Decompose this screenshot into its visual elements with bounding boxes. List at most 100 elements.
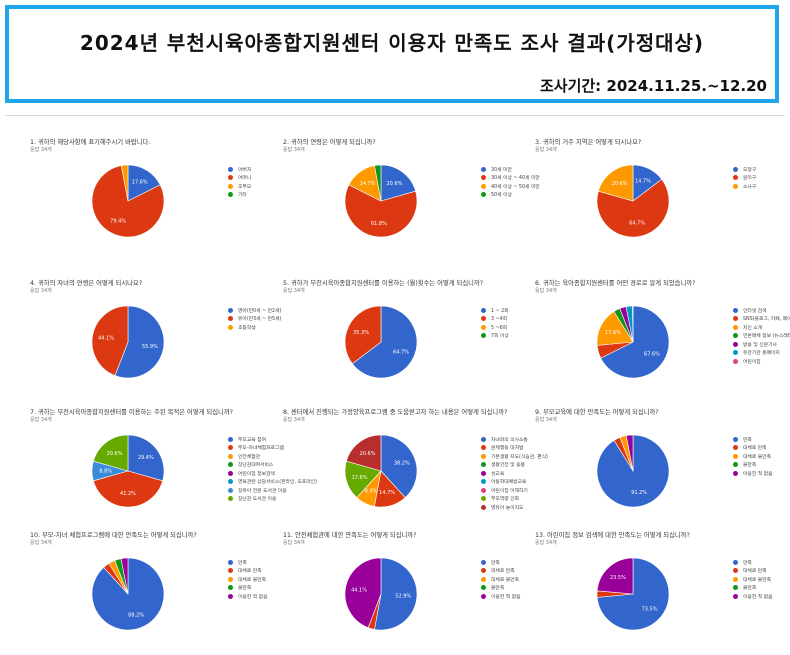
report-title: 2024년 부천시육아종합지원센터 이용자 만족도 조사 결과(가정대상) bbox=[9, 27, 775, 56]
legend-item: 유아(만3세 ~ 만5세) bbox=[228, 315, 281, 324]
legend-item: 아버지 bbox=[228, 165, 251, 174]
legend-label: 불만족 bbox=[491, 584, 504, 591]
legend-swatch bbox=[228, 308, 233, 313]
slice-label: 17.6% bbox=[605, 330, 621, 336]
legend-swatch bbox=[228, 488, 233, 493]
legend-item: SNS(블로그, 카페, 페이스북 등) bbox=[733, 315, 790, 324]
legend-swatch bbox=[733, 184, 738, 189]
legend-label: 만족 bbox=[743, 436, 752, 443]
legend-label: 대체로 만족 bbox=[491, 567, 515, 574]
legend-swatch bbox=[228, 175, 233, 180]
legend-swatch bbox=[481, 175, 486, 180]
chart-title: 3. 귀하의 거주 지역은 어떻게 되시나요? bbox=[535, 137, 785, 146]
legend-label: 대체로 불만족 bbox=[743, 576, 771, 583]
legend-label: 인터넷 검색 bbox=[743, 307, 767, 314]
legend-item: 만족 bbox=[733, 558, 773, 567]
chart-title: 9. 부모교육에 대한 만족도는 어떻게 되십니까? bbox=[535, 407, 785, 416]
legend-label: 아버지 bbox=[238, 166, 251, 173]
legend-label: 조부모 bbox=[238, 183, 251, 190]
pie-chart: 55.9%44.1% bbox=[83, 297, 173, 387]
legend-swatch bbox=[228, 560, 233, 565]
legend-swatch bbox=[733, 594, 738, 599]
legend-swatch bbox=[481, 462, 486, 467]
slice-label: 17.6% bbox=[132, 180, 148, 186]
legend-item: 조부모 bbox=[228, 182, 251, 191]
legend-swatch bbox=[481, 333, 486, 338]
legend-swatch bbox=[733, 167, 738, 172]
legend-swatch bbox=[481, 585, 486, 590]
legend-item: 이용한 적 없음 bbox=[228, 592, 268, 601]
legend-swatch bbox=[733, 342, 738, 347]
response-count: 응답 34개 bbox=[283, 146, 305, 153]
slice-label: 52.9% bbox=[395, 594, 411, 600]
legend-swatch bbox=[733, 462, 738, 467]
legend-label: 소사구 bbox=[743, 183, 756, 190]
chart-title: 11. 안전체험관에 대한 만족도는 어떻게 되십니까? bbox=[283, 530, 533, 539]
legend-label: 이용한 적 없음 bbox=[238, 593, 268, 600]
legend-item: 대체로 불만족 bbox=[733, 452, 773, 461]
legend-swatch bbox=[481, 454, 486, 459]
legend-label: 부모교육 참여 bbox=[238, 436, 266, 443]
legend-label: 언론매체 정보 (뉴스레터 또는 홍보지) bbox=[743, 332, 790, 339]
legend-label: 이용한 적 없음 bbox=[743, 470, 773, 477]
legend-label: 성교육 bbox=[491, 470, 504, 477]
legend-item: 이용한 적 없음 bbox=[733, 592, 773, 601]
legend-swatch bbox=[228, 594, 233, 599]
legend-item: 1 ~ 2회 bbox=[481, 306, 509, 315]
legend-label: 문제행동 대처법 bbox=[491, 444, 523, 451]
legend-swatch bbox=[228, 496, 233, 501]
slice-label: 41.2% bbox=[120, 491, 136, 497]
legend-swatch bbox=[733, 359, 738, 364]
slice-label: 23.5% bbox=[610, 575, 626, 581]
legend-swatch bbox=[228, 471, 233, 476]
legend-item: 불만족 bbox=[733, 461, 773, 470]
legend-item: 불만족 bbox=[228, 584, 268, 593]
chart-panel: 5. 귀하가 부천시육아종합지원센터를 이용하는 (월)횟수는 어떻게 되십니까… bbox=[283, 278, 533, 403]
legend-label: 만족 bbox=[238, 559, 247, 566]
legend-swatch bbox=[481, 496, 486, 501]
chart-panel: 10. 부모-자녀 체험프로그램에 대한 만족도는 어떻게 되십니까?응답 34… bbox=[30, 530, 280, 655]
legend-label: 대체로 만족 bbox=[238, 567, 262, 574]
legend-item: 지인 소개 bbox=[733, 323, 790, 332]
legend-label: 불만족 bbox=[743, 584, 756, 591]
slice-label: 88.2% bbox=[128, 613, 144, 619]
legend-item: 기타 bbox=[228, 191, 251, 200]
slice-label: 38.2% bbox=[394, 461, 410, 467]
legend-swatch bbox=[733, 350, 738, 355]
legend-swatch bbox=[228, 437, 233, 442]
legend-label: 어머니 bbox=[238, 174, 251, 181]
legend-item: 이용한 적 없음 bbox=[481, 592, 521, 601]
pie-chart: 91.2% bbox=[588, 426, 678, 516]
legend-item: 어머니 bbox=[228, 174, 251, 183]
legend-label: 대체로 불만족 bbox=[238, 576, 266, 583]
legend-label: 아동학대예방교육 bbox=[491, 478, 526, 485]
legend-swatch bbox=[481, 479, 486, 484]
chart-title: 13. 어린이집 정보 검색에 대한 만족도는 어떻게 되십니까? bbox=[535, 530, 785, 539]
chart-panel: 8. 센터에서 진행되는 가정양육프로그램 중 도움받고자 하는 내용은 어떻게… bbox=[283, 407, 533, 532]
slice-label: 20.6% bbox=[360, 451, 376, 457]
response-count: 응답 34개 bbox=[30, 146, 52, 153]
legend-swatch bbox=[481, 437, 486, 442]
legend-item: 이용한 적 없음 bbox=[733, 469, 773, 478]
legend-item: 대체로 불만족 bbox=[481, 575, 521, 584]
legend-label: 만족 bbox=[491, 559, 500, 566]
pie-chart: 20.6%61.8%14.7% bbox=[336, 156, 426, 246]
legend-label: 생활안전 및 응봉 bbox=[491, 461, 525, 468]
legend-swatch bbox=[228, 454, 233, 459]
legend-label: 30세 이상 ~ 40세 미만 bbox=[491, 174, 540, 181]
legend-label: 대체로 만족 bbox=[743, 567, 767, 574]
legend-swatch bbox=[228, 445, 233, 450]
legend-swatch bbox=[481, 577, 486, 582]
legend-swatch bbox=[733, 454, 738, 459]
legend-label: 어린이집 이해하기 bbox=[491, 487, 528, 494]
chart-title: 6. 귀하는 육아종합지원센터를 어떤 경로로 알게 되었습니까? bbox=[535, 278, 785, 287]
response-count: 응답 34개 bbox=[535, 287, 557, 294]
